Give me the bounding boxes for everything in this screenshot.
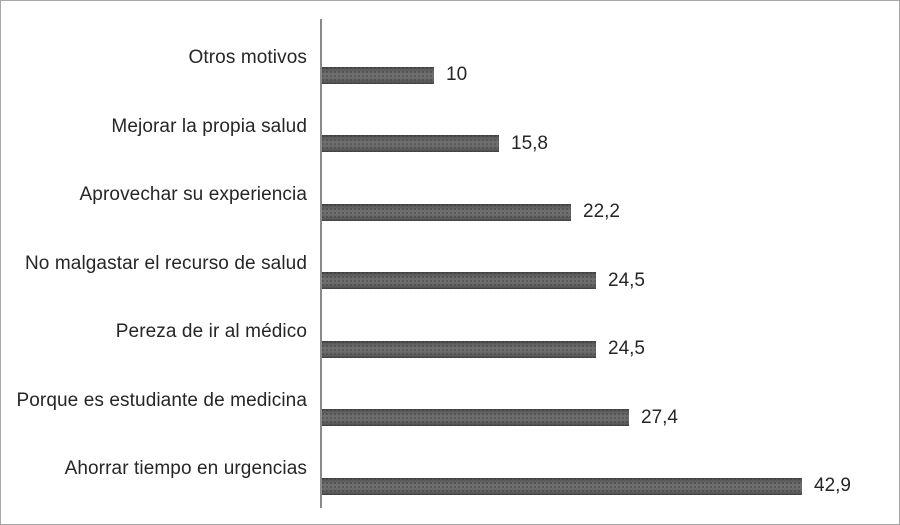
- bar: [322, 477, 802, 495]
- category-label: Porque es estudiante de medicina: [16, 389, 307, 411]
- value-label: 42,9: [814, 475, 851, 496]
- category-label: Aprovechar su experiencia: [79, 184, 307, 205]
- bar: [322, 135, 499, 152]
- category-label: Otros motivos: [188, 47, 307, 68]
- bar: [322, 409, 629, 426]
- y-axis-line: [320, 19, 322, 508]
- category-label: Pereza de ir al médico: [115, 321, 307, 342]
- value-label: 15,8: [511, 132, 548, 154]
- value-label: 22,2: [583, 201, 620, 222]
- category-label: Mejorar la propia salud: [111, 115, 307, 137]
- bar: [322, 340, 596, 358]
- bar: [322, 203, 571, 221]
- value-label: 24,5: [608, 269, 645, 291]
- value-label: 24,5: [608, 338, 645, 359]
- bar: [322, 66, 434, 84]
- value-label: 27,4: [641, 406, 678, 428]
- category-label: No malgastar el recurso de salud: [24, 252, 307, 274]
- bar: [322, 272, 596, 289]
- value-label: 10: [446, 64, 468, 85]
- category-label: Ahorrar tiempo en urgencias: [64, 458, 307, 479]
